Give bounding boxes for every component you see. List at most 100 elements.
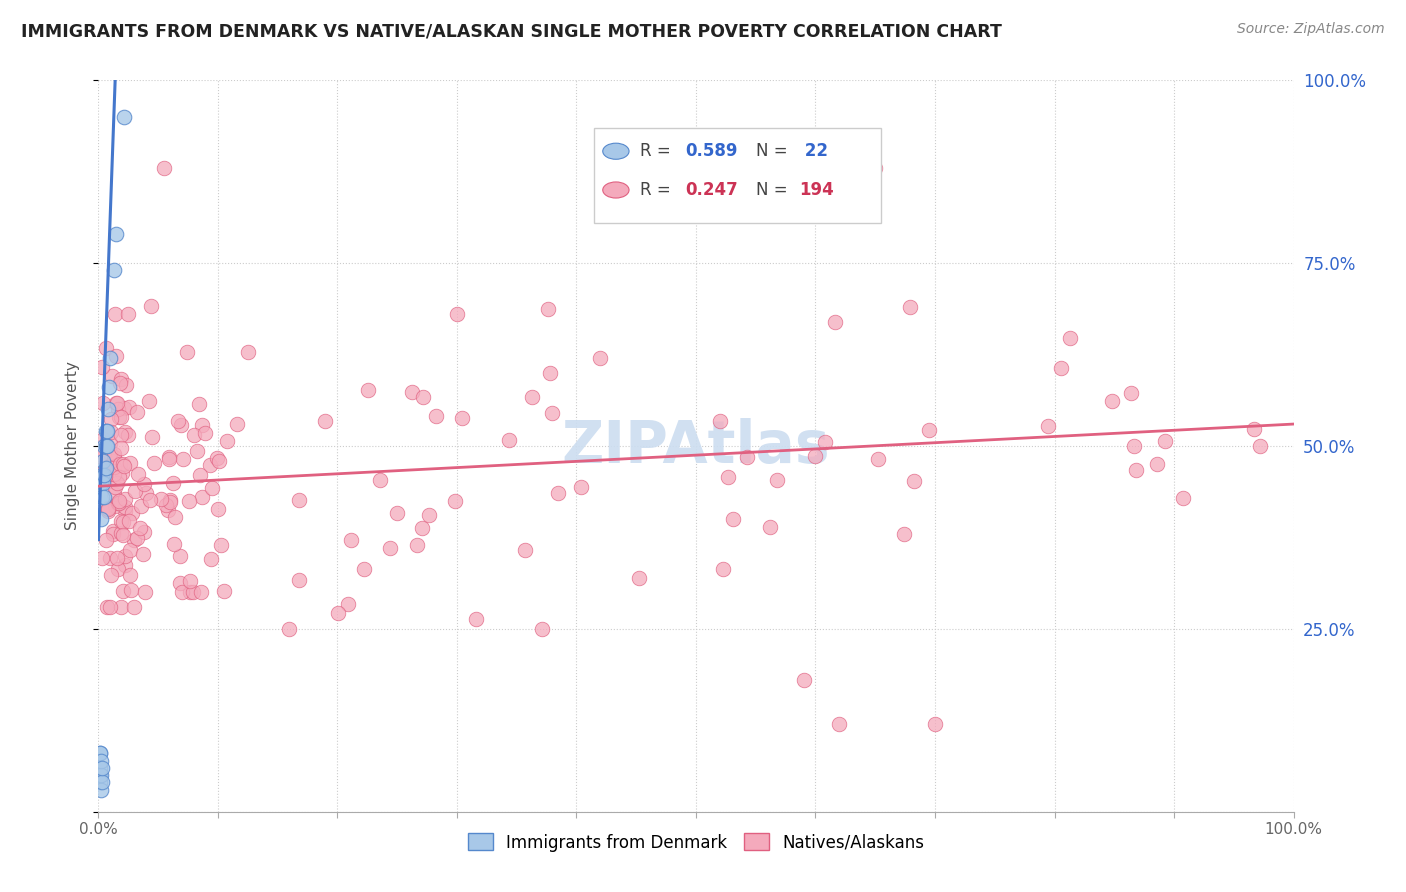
Point [110, 599, 132, 614]
Point [117, 428, 139, 442]
Point [112, 401, 135, 416]
Point [1101, 394, 1123, 409]
Point [89, 746, 111, 760]
Point [97, 402, 120, 417]
Point [288, 493, 311, 508]
Point [868, 452, 890, 467]
Point [138, 393, 160, 408]
Point [91, 360, 114, 375]
Point [94, 462, 117, 476]
Point [893, 526, 915, 541]
Point [340, 533, 363, 547]
Point [94, 439, 117, 453]
Point [93, 490, 115, 504]
Point [105, 227, 128, 241]
Point [143, 456, 166, 470]
Point [411, 521, 433, 535]
Point [134, 476, 156, 491]
Text: R =: R = [640, 181, 676, 199]
Point [110, 442, 132, 456]
Point [155, 498, 177, 512]
Point [898, 301, 921, 315]
Point [98, 446, 121, 460]
Point [163, 510, 186, 524]
Point [107, 561, 129, 575]
Point [1123, 439, 1146, 453]
Point [129, 499, 152, 513]
Point [406, 538, 429, 552]
Point [337, 597, 360, 611]
Point [540, 366, 562, 380]
Point [401, 384, 423, 399]
Point [107, 496, 129, 510]
Point [105, 476, 128, 491]
Point [111, 528, 134, 542]
Point [90, 782, 112, 797]
Point [94, 468, 117, 483]
Point [89, 449, 111, 463]
Point [159, 495, 181, 509]
Point [110, 376, 132, 391]
Point [735, 450, 758, 464]
Point [111, 457, 134, 471]
Point [201, 481, 224, 495]
Point [117, 307, 139, 321]
Point [103, 450, 125, 465]
Circle shape [603, 182, 628, 198]
Point [766, 473, 789, 487]
Point [89, 775, 111, 789]
Point [90, 475, 112, 490]
Point [188, 468, 211, 483]
Point [103, 526, 125, 541]
Point [380, 541, 402, 555]
Point [108, 494, 131, 508]
Point [118, 514, 141, 528]
Point [179, 585, 201, 599]
Point [520, 390, 543, 404]
Point [1036, 419, 1059, 434]
Point [100, 369, 122, 384]
Point [181, 585, 204, 599]
Point [93, 446, 115, 460]
Point [166, 414, 188, 428]
Point [125, 405, 148, 419]
Point [172, 585, 194, 599]
Point [194, 425, 217, 440]
Text: IMMIGRANTS FROM DENMARK VS NATIVE/ALASKAN SINGLE MOTHER POVERTY CORRELATION CHAR: IMMIGRANTS FROM DENMARK VS NATIVE/ALASKA… [21, 22, 1002, 40]
Point [91, 475, 114, 490]
Point [709, 414, 731, 428]
Point [387, 506, 409, 520]
Point [98, 351, 122, 366]
Point [90, 754, 112, 768]
Point [107, 409, 129, 424]
Point [120, 583, 142, 598]
Point [103, 467, 125, 481]
Point [100, 425, 122, 439]
Point [103, 447, 125, 461]
Point [412, 390, 434, 404]
Point [918, 423, 941, 437]
Point [104, 307, 127, 321]
Point [91, 775, 114, 789]
Point [498, 433, 520, 447]
Point [91, 395, 114, 409]
Point [139, 300, 162, 314]
Point [90, 768, 112, 782]
Point [190, 585, 212, 599]
Point [589, 351, 612, 366]
Point [94, 461, 117, 475]
Point [93, 439, 115, 453]
Point [1059, 331, 1081, 345]
Point [205, 450, 228, 465]
Point [628, 571, 651, 585]
Point [287, 574, 309, 588]
Point [1146, 457, 1168, 471]
Point [569, 480, 592, 494]
Point [114, 491, 136, 506]
Point [94, 425, 117, 439]
Point [924, 717, 946, 731]
Point [425, 409, 447, 424]
Point [108, 457, 131, 471]
Point [187, 397, 209, 411]
Point [711, 561, 734, 575]
